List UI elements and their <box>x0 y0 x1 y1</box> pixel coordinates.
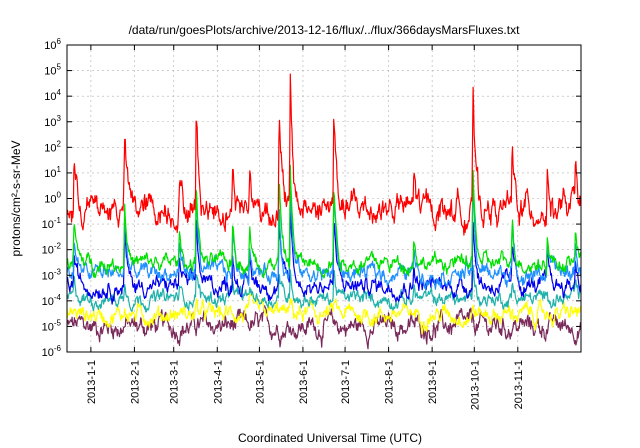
y-tick-label: 103 <box>44 114 61 129</box>
y-tick-label: 10-2 <box>42 242 62 257</box>
y-tick-exponent: 0 <box>57 191 62 200</box>
x-axis-title: Coordinated Universal Time (UTC) <box>238 431 422 445</box>
y-tick-label: 102 <box>44 139 61 154</box>
y-tick-label: 101 <box>44 165 61 180</box>
y-tick-exponent: -3 <box>54 267 62 276</box>
y-tick-exponent: -1 <box>54 216 62 225</box>
y-axis-title-group: protons/cm²-s-sr-MeV <box>9 140 23 256</box>
y-tick-exponent: 5 <box>57 63 62 72</box>
y-axis-title: protons/cm²-s-sr-MeV <box>9 140 23 256</box>
y-tick-label: 10-6 <box>42 344 62 359</box>
x-tick-label: 2013-9-1 <box>427 360 439 404</box>
y-tick-label: 10-1 <box>42 216 62 231</box>
chart-title: /data/run/goesPlots/archive/2013-12-16/f… <box>129 23 521 37</box>
y-tick-exponent: 3 <box>57 114 62 123</box>
x-tick-label: 2013-11-1 <box>513 360 525 409</box>
x-tick-label: 2013-10-1 <box>469 360 481 410</box>
ticks: 10-610-510-410-310-210-11001011021031041… <box>42 37 581 410</box>
y-tick-exponent: 6 <box>57 37 62 46</box>
x-tick-label: 2013-4-1 <box>212 360 224 404</box>
y-tick-label: 105 <box>44 63 61 78</box>
y-tick-exponent: -5 <box>54 318 62 327</box>
x-tick-label: 2013-7-1 <box>340 360 352 404</box>
series-line-5 <box>66 164 582 279</box>
x-tick-label: 2013-3-1 <box>169 360 181 404</box>
y-tick-label: 100 <box>44 191 61 206</box>
series-line-2 <box>66 264 582 313</box>
series-line-1 <box>66 293 582 335</box>
y-tick-exponent: 2 <box>57 139 62 148</box>
x-tick-label: 2013-6-1 <box>298 360 310 404</box>
y-tick-exponent: 1 <box>57 165 62 174</box>
x-tick-label: 2013-8-1 <box>384 360 396 404</box>
x-tick-label: 2013-2-1 <box>129 360 141 404</box>
y-tick-label: 106 <box>44 37 61 52</box>
y-tick-exponent: 4 <box>57 88 62 97</box>
series-line-3 <box>66 199 582 305</box>
y-tick-label: 10-4 <box>42 293 62 308</box>
y-tick-exponent: -4 <box>54 293 62 302</box>
y-tick-label: 104 <box>44 88 61 103</box>
series-group <box>66 73 582 350</box>
x-tick-label: 2013-1-1 <box>86 360 98 404</box>
x-tick-label: 2013-5-1 <box>254 360 266 404</box>
y-tick-label: 10-3 <box>42 267 62 282</box>
series-line-6 <box>66 73 582 236</box>
y-tick-exponent: -6 <box>54 344 62 353</box>
y-tick-exponent: -2 <box>54 242 62 251</box>
y-tick-label: 10-5 <box>42 318 62 333</box>
